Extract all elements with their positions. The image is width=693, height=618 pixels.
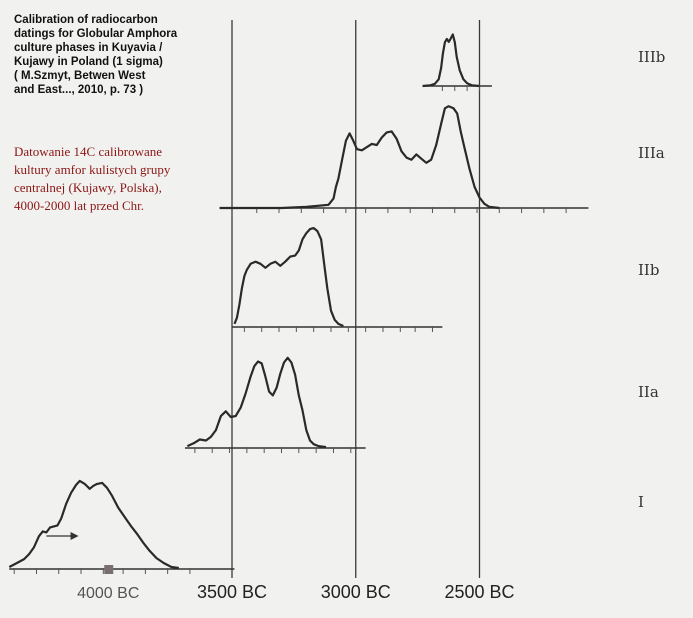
phase-label: IIb: [638, 261, 659, 279]
polish-caption-line: kultury amfor kulistych grupy: [14, 162, 171, 177]
english-caption-line: Kujawy in Poland (1 sigma): [14, 56, 163, 68]
phase-label: IIIb: [638, 48, 665, 66]
english-caption-line: and East..., 2010, p. 73 ): [14, 84, 144, 96]
polish-caption: Datowanie 14C calibrowane kultury amfor …: [14, 143, 229, 215]
probability-curve: [422, 33, 480, 88]
probability-curve: [219, 105, 500, 210]
polish-caption-line: centralnej (Kujawy, Polska),: [14, 180, 162, 195]
x-tick-label: 2500 BC: [444, 582, 514, 602]
phase-label: I: [638, 493, 644, 511]
x-tick-label: 3000 BC: [321, 582, 391, 602]
polish-caption-line: 4000-2000 lat przed Chr.: [14, 198, 144, 213]
english-caption-line: culture phases in Kuyavia /: [14, 42, 163, 54]
probability-curve: [186, 356, 327, 449]
english-caption-line: datings for Globular Amphora: [14, 28, 178, 40]
probability-curve: [8, 479, 179, 570]
phase-label: IIa: [638, 383, 659, 401]
x-tick-label: 4000 BC: [77, 585, 139, 602]
marker-square: [104, 565, 114, 574]
polish-caption-line: Datowanie 14C calibrowane: [14, 144, 163, 159]
english-caption-line: Calibration of radiocarbon: [14, 14, 158, 26]
phase-label: IIIa: [638, 144, 665, 162]
arrow-head: [70, 532, 79, 540]
english-caption-line: ( M.Szmyt, Betwen West: [14, 70, 146, 82]
english-caption: Calibration of radiocarbon datings for G…: [14, 13, 229, 97]
probability-curve: [233, 227, 344, 328]
x-tick-label: 3500 BC: [197, 582, 267, 602]
